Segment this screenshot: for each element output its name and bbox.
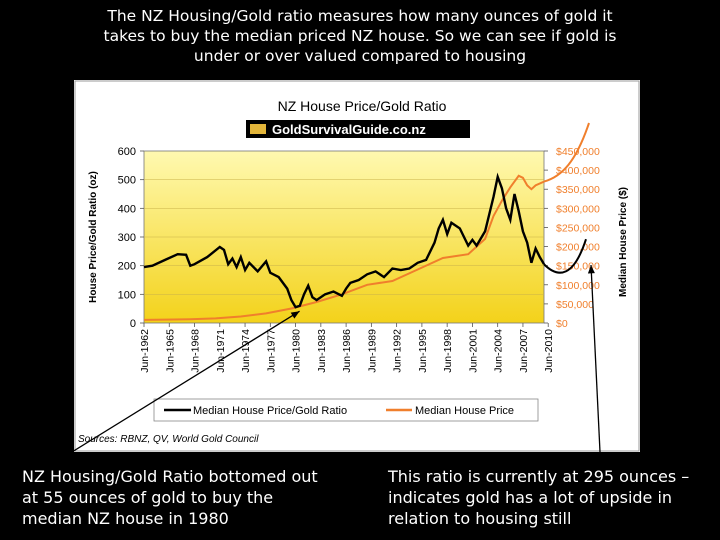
x-tick-label: Jun-1980 [291,329,303,373]
gold-bar-icon [250,124,266,134]
left-tick-label: 0 [130,318,136,330]
x-tick-label: Jun-1986 [341,329,353,373]
left-tick-label: 200 [118,261,136,273]
logo-badge: GoldSurvivalGuide.co.nz [246,120,470,138]
x-tick-label: Jun-2010 [543,329,555,373]
x-tick-label: Jun-2004 [493,329,505,373]
left-tick-label: 300 [118,232,136,244]
top-annotation: The NZ Housing/Gold ratio measures how m… [103,7,617,65]
right-axis-label: Median House Price ($) [618,187,629,297]
series-extension-median-house-price [543,122,590,183]
x-tick-label: Jun-2007 [518,329,530,373]
right-tick-label: $350,000 [556,184,600,196]
left-tick-label: 100 [118,289,136,301]
arrow-to-current-ratio [590,264,601,453]
left-tick-label: 500 [118,175,136,187]
x-tick-label: Jun-1995 [417,329,429,373]
right-tick-label: $300,000 [556,203,600,215]
x-tick-label: Jun-1989 [366,329,378,373]
bottom-left-annotation: NZ Housing/Gold Ratio bottomed out at 55… [22,467,318,528]
right-tick-label: $50,000 [556,299,594,311]
chart-panel: NZ House Price/Gold Ratio GoldSurvivalGu… [71,80,640,453]
x-tick-label: Jun-1968 [190,329,202,373]
right-tick-label: $400,000 [556,165,600,177]
arrow-to-1980-low [71,310,300,453]
chart-title: NZ House Price/Gold Ratio [278,98,447,114]
x-tick-label: Jun-1974 [240,329,252,373]
x-tick-label: Jun-2001 [467,329,479,373]
x-tick-label: Jun-1977 [265,329,277,373]
left-tick-label: 400 [118,203,136,215]
x-tick-label: Jun-1962 [139,329,151,373]
bottom-right-annotation: This ratio is currently at 295 ounces – … [388,467,690,528]
series-line-ratio [143,172,546,309]
left-axis-label: House Price/Gold Ratio (oz) [88,171,99,303]
arrow-to-current-ratio-head [587,265,595,274]
x-tick-label: Jun-1983 [316,329,328,373]
right-tick-label: $0 [556,318,568,330]
legend-label-ratio: Median House Price/Gold Ratio [193,405,347,417]
x-tick-label: Jun-1998 [442,329,454,373]
series-extension-ratio [543,238,587,274]
series-line-median-house-price [143,174,545,321]
left-tick-label: 600 [118,146,136,158]
legend: Median House Price/Gold Ratio Median Hou… [153,398,539,422]
x-tick-label: Jun-1992 [392,329,404,373]
arrow-to-1980-low-head [290,311,300,319]
sources-note: Sources: RBNZ, QV, World Gold Council [78,434,259,445]
right-tick-label: $450,000 [556,146,600,158]
chart-svg: NZ House Price/Gold Ratio GoldSurvivalGu… [71,80,640,453]
right-tick-label: $100,000 [556,280,600,292]
right-tick-label: $250,000 [556,222,600,234]
x-tick-label: Jun-1965 [164,329,176,373]
logo-text: GoldSurvivalGuide.co.nz [272,122,426,137]
x-tick-label: Jun-1971 [215,329,227,373]
legend-label-price: Median House Price [415,405,514,417]
right-tick-label: $200,000 [556,242,600,254]
